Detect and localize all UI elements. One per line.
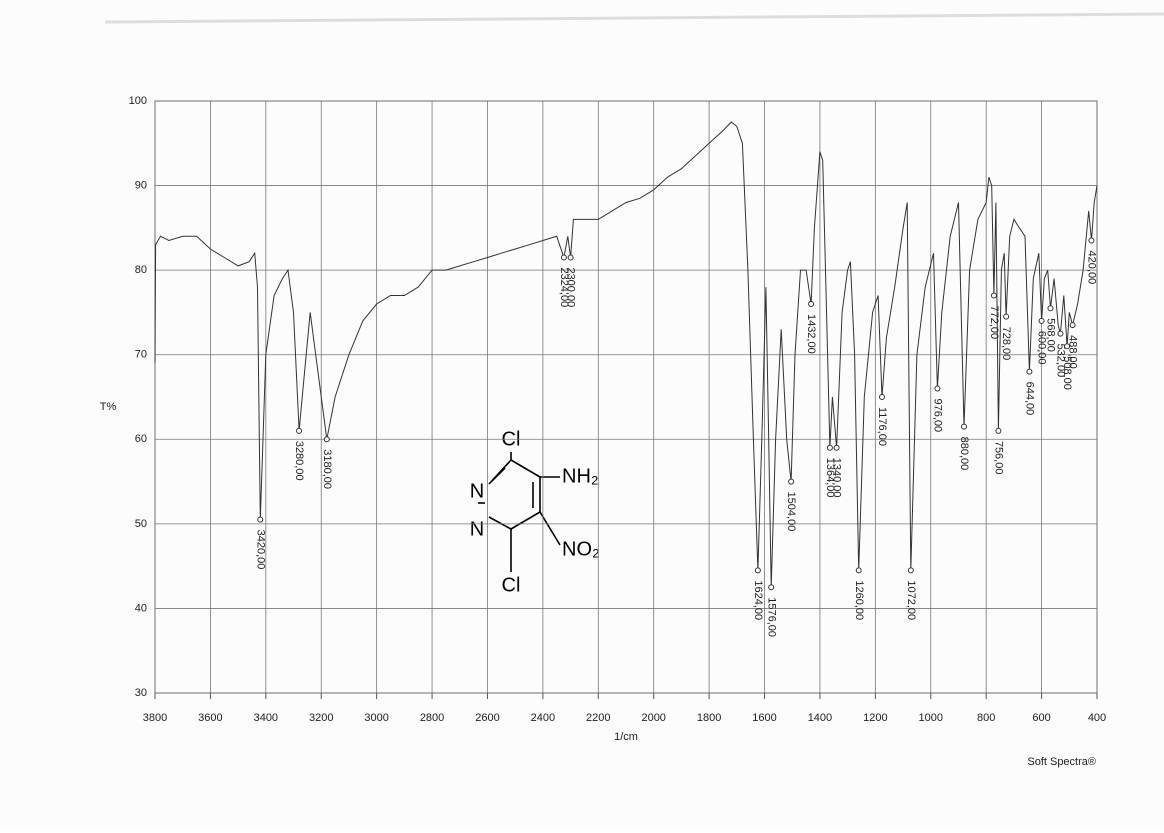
peak-marker	[1088, 237, 1095, 244]
peak-label: 420,00	[1086, 251, 1098, 285]
peak-marker	[833, 444, 840, 451]
peak-label: 728,00	[1000, 327, 1012, 361]
peak-marker	[257, 516, 264, 523]
footer: Soft Spectra®	[1027, 756, 1096, 768]
y-tick-label: 70	[135, 349, 147, 361]
peak-marker	[323, 436, 330, 443]
x-tick-label: 2600	[475, 712, 499, 724]
y-tick-label: 80	[135, 264, 147, 276]
peak-marker	[907, 567, 914, 574]
x-tick-label: 3200	[309, 712, 333, 724]
peak-marker	[567, 254, 574, 261]
peak-marker	[296, 427, 303, 434]
peak-label: 600,00	[1036, 331, 1048, 365]
peak-marker	[768, 584, 775, 591]
atom: N	[470, 518, 484, 540]
x-tick-label: 800	[977, 712, 995, 724]
x-tick-label: 1800	[697, 712, 721, 724]
y-tick-label: 60	[135, 433, 147, 445]
peak-marker	[1069, 322, 1076, 329]
peak-label: 644,00	[1023, 382, 1035, 416]
peak-marker	[1064, 343, 1071, 350]
x-tick-label: 2800	[420, 712, 444, 724]
peak-marker	[754, 567, 761, 574]
peak-label: 488,00	[1067, 335, 1079, 369]
x-tick-label: 1200	[863, 712, 887, 724]
x-tick-label: 400	[1088, 712, 1106, 724]
peak-label: 3180,00	[321, 449, 333, 489]
x-tick-label: 600	[1032, 712, 1050, 724]
y-tick-label: 40	[135, 602, 147, 614]
peak-marker	[855, 567, 862, 574]
x-tick-label: 1400	[808, 712, 832, 724]
structure	[478, 452, 561, 572]
x-tick-label: 3800	[143, 712, 167, 724]
peak-label: 2300,00	[565, 267, 577, 307]
x-tick-label: 1000	[919, 712, 943, 724]
bond	[510, 511, 541, 530]
peak-marker	[961, 423, 968, 430]
peak-marker	[1057, 330, 1064, 337]
y-tick-label: 30	[135, 687, 147, 699]
peak-label: 3280,00	[293, 441, 305, 481]
peak-label: 1340,00	[831, 458, 843, 498]
x-tick-label: 3000	[364, 712, 388, 724]
bond	[490, 467, 506, 483]
bond	[510, 459, 541, 478]
x-tick-label: 3400	[254, 712, 278, 724]
peak-label: 532,00	[1055, 344, 1067, 378]
peak-label: 1432,00	[805, 314, 817, 354]
bond	[539, 511, 561, 546]
y-tick-label: 90	[135, 179, 147, 191]
peak-label: 1576,00	[765, 597, 777, 637]
peak-marker	[1047, 305, 1054, 312]
peak-marker	[560, 254, 567, 261]
atom: NH₂	[562, 465, 599, 487]
peak-label: 1504,00	[785, 492, 797, 532]
peak-label: 508,00	[1061, 356, 1073, 390]
atom: NO₂	[562, 538, 600, 560]
peak-label: 1072,00	[905, 580, 917, 620]
bond	[488, 516, 512, 530]
peak-label: 1176,00	[876, 407, 888, 446]
peak-marker	[879, 394, 886, 400]
peak-label: 976,00	[932, 399, 944, 433]
peak-marker	[995, 427, 1002, 434]
peak-marker	[826, 444, 833, 451]
peak-marker	[1038, 317, 1045, 324]
y-axis-label: T%	[100, 401, 117, 413]
peak-label: 2324,00	[558, 267, 570, 307]
atom: Cl	[502, 574, 521, 596]
peak-label: 3420,00	[254, 530, 266, 570]
peak-marker	[990, 292, 997, 299]
x-axis-label: 1/cm	[614, 731, 638, 743]
peak-label: 1260,00	[853, 580, 865, 620]
peak-marker	[934, 385, 941, 392]
peak-marker	[808, 300, 815, 307]
x-tick-label: 2200	[586, 712, 610, 724]
x-tick-label: 1600	[752, 712, 776, 724]
x-tick-label: 2400	[531, 712, 555, 724]
atom: N	[470, 480, 484, 502]
peak-marker	[788, 478, 795, 485]
y-tick-label: 100	[129, 95, 147, 107]
peak-label: 756,00	[992, 441, 1004, 475]
y-tick-label: 50	[135, 518, 147, 530]
x-tick-label: 2000	[641, 712, 665, 724]
x-tick-label: 3600	[198, 712, 222, 724]
peak-marker	[1003, 313, 1010, 320]
peak-marker	[1026, 368, 1033, 375]
peak-label: 1364,00	[824, 458, 836, 498]
peak-label: 568,00	[1045, 318, 1057, 352]
peak-label: 1624,00	[752, 580, 764, 620]
peak-label: 772,00	[988, 306, 1000, 340]
peak-label: 880,00	[958, 437, 970, 471]
page-edge	[104, 12, 1164, 24]
